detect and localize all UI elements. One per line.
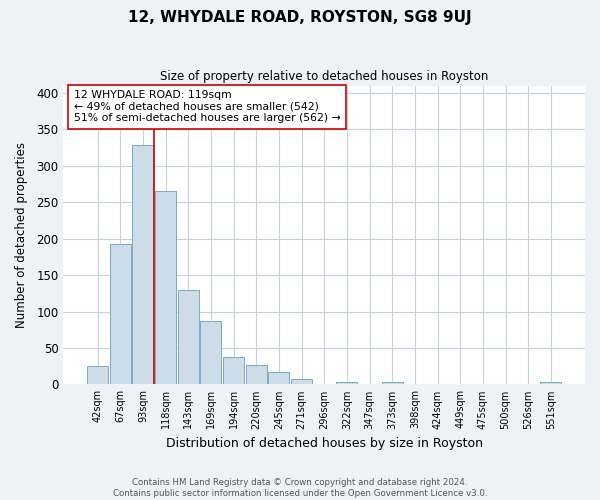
Text: 12, WHYDALE ROAD, ROYSTON, SG8 9UJ: 12, WHYDALE ROAD, ROYSTON, SG8 9UJ [128,10,472,25]
Bar [155,192,176,384]
X-axis label: Distribution of detached houses by size in Royston: Distribution of detached houses by size … [166,437,483,450]
Bar [200,321,221,384]
Bar [382,382,403,384]
Bar [110,244,131,384]
Bar [246,366,266,384]
Bar [291,378,312,384]
Bar [133,146,154,384]
Bar [268,372,289,384]
Bar [178,290,199,384]
Bar [223,358,244,384]
Text: 12 WHYDALE ROAD: 119sqm
← 49% of detached houses are smaller (542)
51% of semi-d: 12 WHYDALE ROAD: 119sqm ← 49% of detache… [74,90,341,123]
Bar [541,382,561,384]
Bar [87,366,108,384]
Bar [337,382,358,384]
Title: Size of property relative to detached houses in Royston: Size of property relative to detached ho… [160,70,488,83]
Text: Contains HM Land Registry data © Crown copyright and database right 2024.
Contai: Contains HM Land Registry data © Crown c… [113,478,487,498]
Y-axis label: Number of detached properties: Number of detached properties [15,142,28,328]
